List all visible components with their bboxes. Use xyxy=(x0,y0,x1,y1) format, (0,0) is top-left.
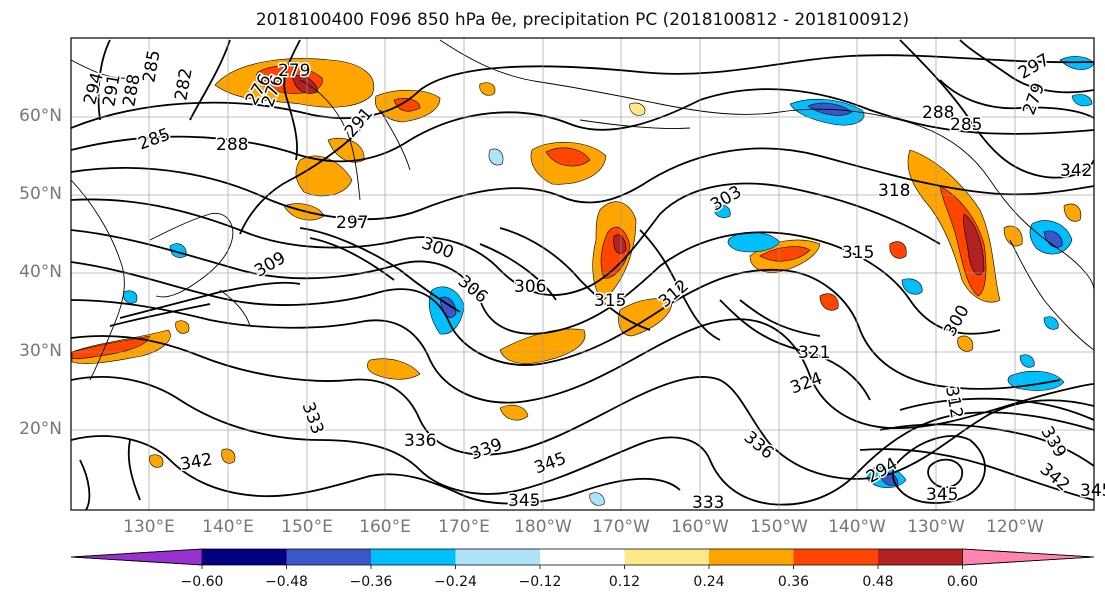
lon-label: 130°W xyxy=(907,517,965,537)
lat-label: 60°N xyxy=(19,106,62,126)
contour-label: 288 xyxy=(922,103,954,123)
theta-e-contours xyxy=(71,39,1094,510)
contour-label: 336 xyxy=(404,431,436,451)
colorbar-tick-label: −0.12 xyxy=(518,574,562,590)
colorbar-segment xyxy=(878,549,963,565)
colorbar-segment xyxy=(709,549,794,565)
contour-label: 279 xyxy=(278,61,310,81)
contour-label: 306 xyxy=(514,277,546,297)
precip-positive-shading xyxy=(71,58,1082,468)
colorbar-segment xyxy=(286,549,371,565)
lon-label: 170°E xyxy=(438,517,490,537)
lat-label: 20°N xyxy=(19,419,62,439)
lon-label: 150°W xyxy=(750,517,808,537)
map-frame xyxy=(70,37,1095,511)
lat-label: 30°N xyxy=(19,341,62,361)
coastlines xyxy=(71,39,1094,381)
lon-label: 130°E xyxy=(123,517,175,537)
colorbar-segment xyxy=(371,549,456,565)
colorbar-segment xyxy=(455,549,540,565)
lon-label: 180°W xyxy=(514,517,572,537)
colorbar-segment xyxy=(962,548,1095,566)
lon-label: 160°W xyxy=(671,517,729,537)
contour-label: 315 xyxy=(842,243,874,263)
lon-label: 140°W xyxy=(828,517,886,537)
contour-label: 288 xyxy=(216,135,248,155)
colorbar-segment xyxy=(624,549,709,565)
lon-label: 140°E xyxy=(202,517,254,537)
colorbar-segment xyxy=(793,549,878,565)
contour-label: 345 xyxy=(926,485,958,505)
colorbar xyxy=(70,548,1095,569)
contour-label: 345 xyxy=(508,491,540,511)
contour-label: 345 xyxy=(1080,481,1105,501)
colorbar-tick-label: −0.36 xyxy=(349,574,393,590)
graticule xyxy=(71,38,1094,510)
colorbar-tick-label: 0.60 xyxy=(946,574,979,590)
contour-label: 321 xyxy=(798,343,830,363)
colorbar-tick-label: 0.12 xyxy=(608,574,641,590)
colorbar-segment xyxy=(540,549,625,565)
colorbar-tick-label: 0.24 xyxy=(693,574,725,590)
lon-label: 150°E xyxy=(281,517,333,537)
lon-label: 160°E xyxy=(359,517,411,537)
colorbar-segment xyxy=(202,549,287,565)
contour-label: 291 xyxy=(99,73,124,108)
lon-label: 170°W xyxy=(592,517,650,537)
lat-label: 50°N xyxy=(19,184,62,204)
precip-negative-shading xyxy=(123,56,1094,506)
colorbar-tick-label: −0.24 xyxy=(434,574,477,590)
contour-label: 333 xyxy=(692,493,724,513)
map-title: 2018100400 F096 850 hPa θe, precipitatio… xyxy=(255,10,910,30)
colorbar-segment xyxy=(70,548,203,566)
colorbar-tick-label: 0.48 xyxy=(862,574,894,590)
lat-label: 40°N xyxy=(19,262,62,282)
colorbar-tick-label: −0.60 xyxy=(180,574,224,590)
lon-label: 120°W xyxy=(986,517,1044,537)
contour-label: 297 xyxy=(336,213,368,233)
contour-label: 315 xyxy=(594,291,626,311)
colorbar-tick-label: −0.48 xyxy=(265,574,308,590)
colorbar-tick-label: 0.36 xyxy=(777,574,810,590)
contour-label: 318 xyxy=(878,181,910,201)
contour-label: 285 xyxy=(950,115,982,135)
contour-label: 342 xyxy=(1060,161,1092,181)
